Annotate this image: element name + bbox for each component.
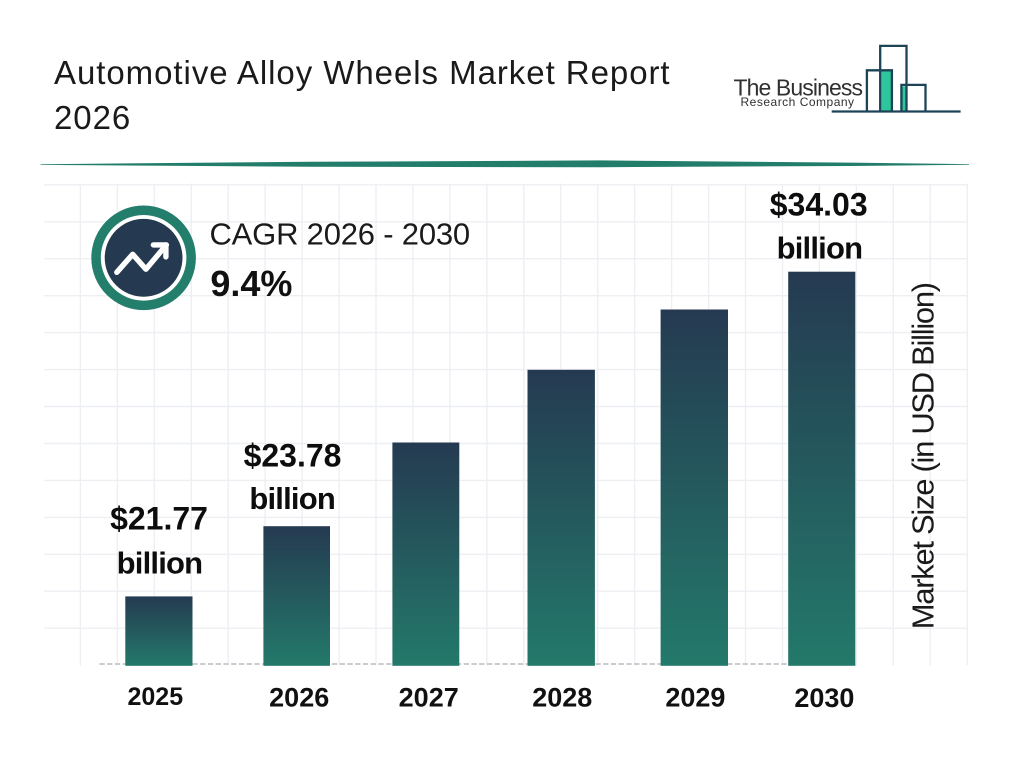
svg-text:The Business: The Business (734, 75, 863, 101)
svg-text:2029: 2029 (665, 682, 725, 712)
svg-text:CAGR 2026 - 2030: CAGR 2026 - 2030 (210, 217, 470, 252)
svg-text:$34.03: $34.03 (770, 187, 868, 223)
svg-text:2026: 2026 (269, 682, 329, 712)
svg-text:$23.78: $23.78 (244, 437, 342, 473)
svg-text:billion: billion (117, 546, 203, 581)
svg-text:2028: 2028 (532, 682, 592, 712)
svg-text:9.4%: 9.4% (210, 263, 292, 304)
svg-text:2030: 2030 (794, 683, 854, 713)
svg-text:$21.77: $21.77 (110, 500, 208, 536)
svg-text:billion: billion (249, 481, 335, 516)
svg-text:billion: billion (777, 231, 863, 266)
svg-text:Research Company: Research Company (741, 95, 855, 109)
svg-text:Market Size (in USD Billion): Market Size (in USD Billion) (905, 283, 940, 629)
svg-text:2025: 2025 (127, 683, 183, 711)
svg-text:2027: 2027 (399, 682, 459, 712)
